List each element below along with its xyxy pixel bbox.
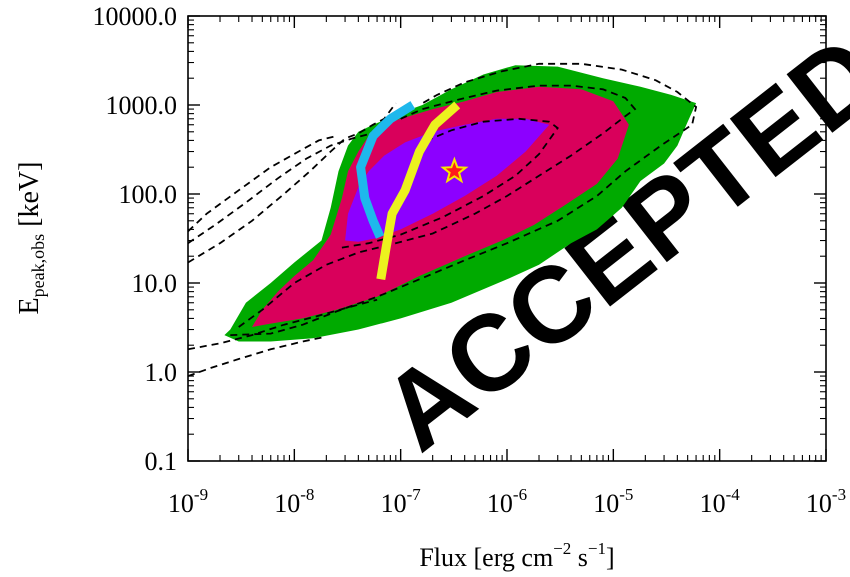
x-tick-label: 10-9: [168, 485, 208, 518]
x-tick-label: 10-8: [274, 485, 314, 518]
x-title-end: ]: [606, 543, 615, 572]
x-tick-label: 10-3: [806, 485, 846, 518]
x-tick-base: 10: [806, 489, 832, 518]
x-tick-base: 10: [487, 489, 513, 518]
x-tick-exp: -4: [726, 485, 741, 504]
x-tick-label: 10-5: [593, 485, 633, 518]
x-title-exp2: −1: [588, 539, 606, 558]
dashed-contour-5: [188, 135, 337, 233]
x-title-exp1: −2: [553, 539, 571, 558]
x-title-mid: s: [571, 543, 588, 572]
dashed-contour-3: [188, 108, 402, 244]
dashed-contours: [188, 62, 698, 377]
y-tick-label: 100.0: [119, 180, 178, 209]
y-tick-label: 0.1: [145, 447, 178, 476]
x-tick-exp: -9: [194, 485, 208, 504]
dashed-contour-4: [188, 102, 397, 264]
star-marker: [440, 156, 469, 184]
y-title-sub: peak,obs: [28, 234, 48, 297]
y-tick-label: 1000.0: [106, 91, 178, 120]
y-title-unit: [keV]: [14, 162, 45, 234]
x-tick-base: 10: [168, 489, 194, 518]
model-curves: [356, 101, 461, 281]
x-tick-label: 10-6: [487, 485, 527, 518]
y-tick-label: 1.0: [145, 358, 178, 387]
axis-labels: Flux [erg cm−2 s−1] Epeak,obs [keV]: [14, 162, 615, 572]
x-tick-exp: -8: [300, 485, 314, 504]
y-tick-label: 10000.0: [93, 2, 178, 31]
x-tick-base: 10: [274, 489, 300, 518]
y-tick-label: 10.0: [132, 269, 178, 298]
dashed-contour-6: [188, 298, 378, 351]
y-axis-title: Epeak,obs [keV]: [14, 162, 48, 315]
x-tick-exp: -6: [513, 485, 527, 504]
x-tick-base: 10: [381, 489, 407, 518]
dashed-contour-1: [230, 62, 698, 336]
x-tick-base: 10: [593, 489, 619, 518]
y-title-base: E: [14, 297, 45, 314]
x-tick-exp: -7: [407, 485, 422, 504]
cyan-curve: [356, 101, 416, 239]
x-tick-exp: -3: [832, 485, 846, 504]
dashed-contour-2: [341, 117, 559, 249]
x-title-base: Flux [erg cm: [419, 543, 553, 572]
dashed-contour-0: [238, 84, 637, 328]
yellow-curve: [376, 101, 461, 281]
axes: 10-9 10-8 10-7 10-6 10-5 10-4 10-30.11.010.010…: [93, 2, 847, 518]
x-axis-title: Flux [erg cm−2 s−1]: [419, 539, 614, 572]
marker-group: [440, 156, 469, 184]
x-tick-label: 10-7: [381, 485, 422, 518]
dashed-contour-7: [188, 335, 327, 377]
x-tick-exp: -5: [619, 485, 633, 504]
x-tick-base: 10: [700, 489, 726, 518]
x-tick-label: 10-4: [700, 485, 741, 518]
